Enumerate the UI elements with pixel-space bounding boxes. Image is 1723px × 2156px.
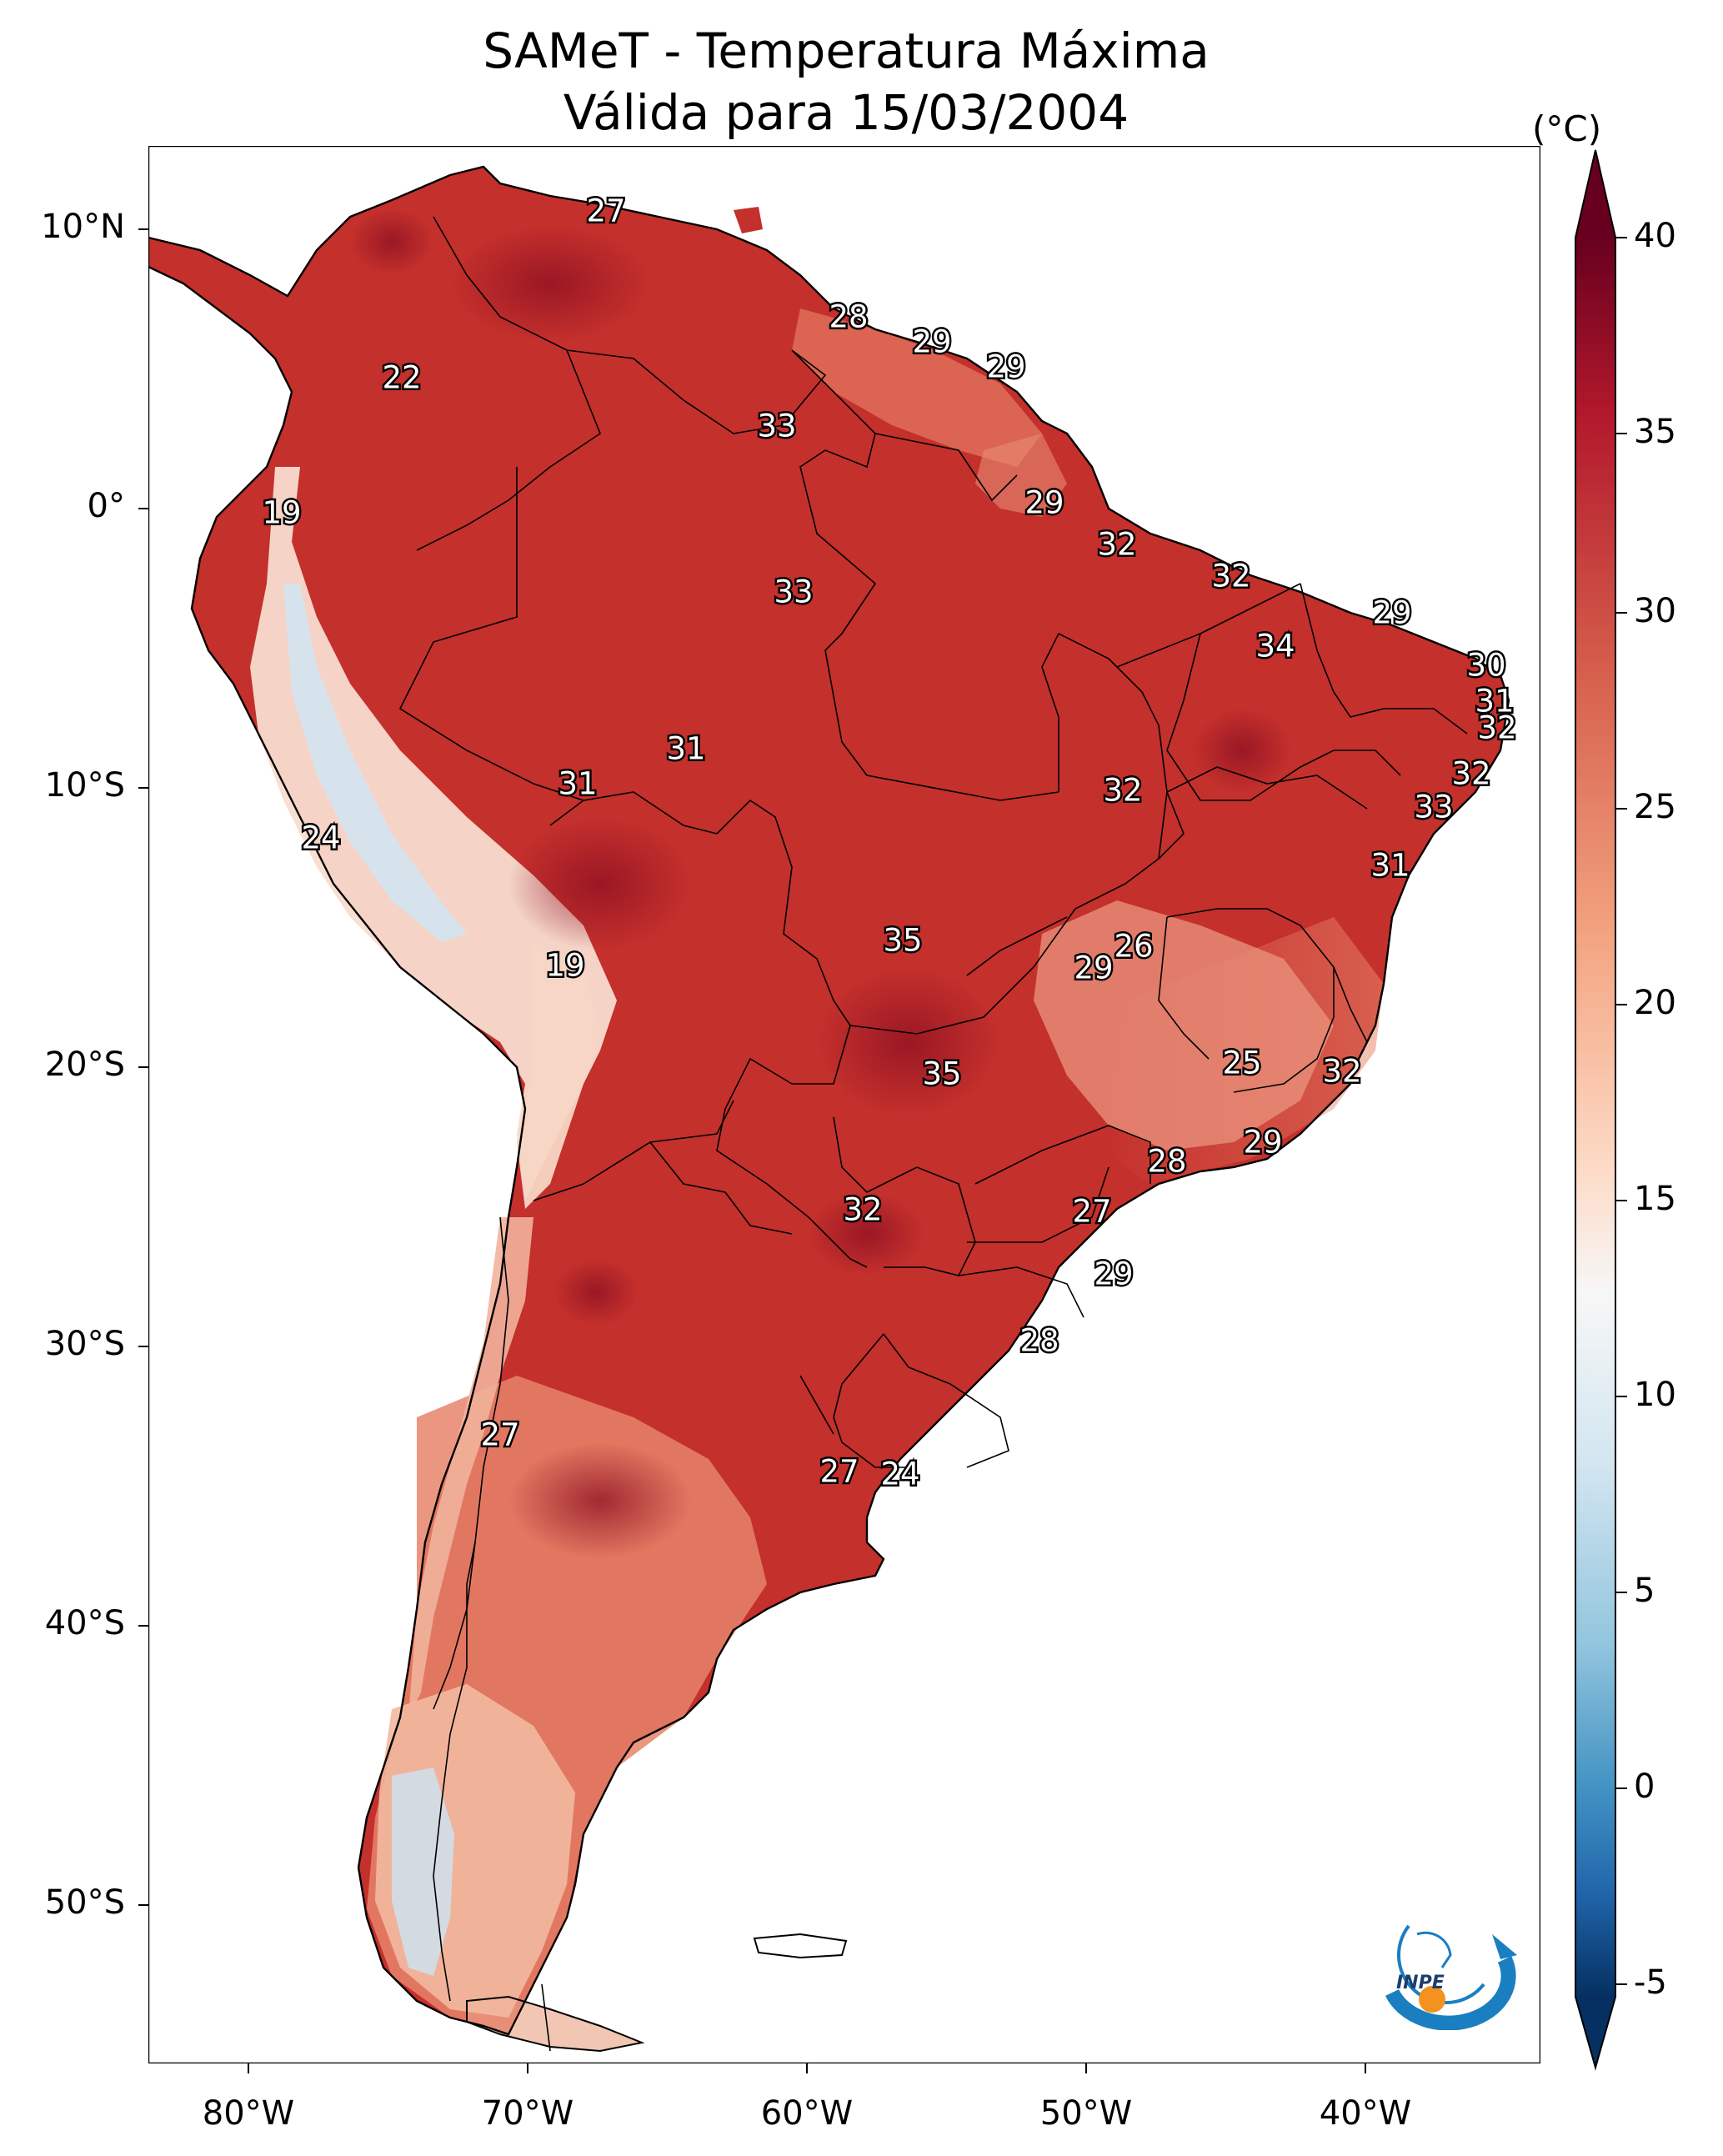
map-value-label: 32 [843, 1192, 882, 1228]
andes-cool-strip [250, 467, 617, 1201]
map-value-label: 33 [757, 409, 796, 444]
tierra-del-fuego-coast [466, 1995, 645, 2053]
map-value-label: 29 [1024, 485, 1064, 521]
map-value-labels: 2722192829293333293232342930313232333131… [260, 191, 1519, 1494]
hotspot-venezuela [450, 225, 650, 342]
colorbar-ticks [1615, 237, 1627, 1985]
map-value-label: 32 [1322, 1054, 1361, 1090]
axis-ticks [138, 228, 1366, 2073]
coastline [148, 165, 1510, 2036]
amapa-mild-zone [975, 434, 1067, 517]
colorbar-top-arrow [1575, 150, 1615, 238]
map-value-label: 19 [545, 948, 584, 984]
map-value-label: 22 [382, 360, 421, 396]
colorbar-tick-label: 35 [1634, 413, 1676, 451]
map-value-label: 32 [1097, 527, 1136, 563]
lat-label: 0° [87, 487, 125, 525]
central-andes-cool-patch [517, 942, 600, 1209]
lon-label: 50°W [1039, 2094, 1133, 2133]
title-line-2: Válida para 15/03/2004 [563, 84, 1129, 141]
lat-label: 20°S [44, 1045, 125, 1084]
lon-label: 80°W [202, 2094, 295, 2133]
title-line-1: SAMeT - Temperatura Máxima [483, 23, 1210, 79]
guiana-mild-zone [792, 308, 1042, 467]
colorbar-tick-label: 20 [1634, 984, 1676, 1022]
map-value-label: 24 [301, 820, 340, 856]
colorbar-tick-label: -5 [1634, 1963, 1667, 2002]
map-value-label: 33 [1414, 790, 1453, 825]
map-value-label: 27 [586, 193, 625, 229]
map-value-label: 29 [912, 324, 951, 360]
map-value-label: 28 [829, 299, 868, 335]
map-value-label: 32 [1103, 773, 1142, 809]
map-value-label: 29 [1372, 595, 1411, 631]
colorbar [1575, 149, 1627, 2071]
map-value-label: 25 [1222, 1045, 1261, 1081]
map-value-label: 32 [1211, 559, 1250, 594]
map-value-label: 31 [1370, 848, 1410, 884]
map-value-label: 32 [1477, 710, 1516, 746]
lat-label: 40°S [44, 1604, 125, 1642]
map-value-label: 33 [774, 574, 813, 610]
map-value-label: 29 [1074, 950, 1113, 986]
colorbar-tick-label: 5 [1634, 1572, 1655, 1610]
hotspot-chaco [809, 1192, 925, 1276]
hotspot-bolivia [508, 817, 692, 950]
map-area: 2722192829293333293232342930313232333131… [148, 146, 1540, 2063]
map-value-label: 29 [1243, 1125, 1282, 1161]
political-borders [398, 216, 1468, 2052]
map-value-label: 29 [1094, 1256, 1133, 1292]
colorbar-tick-label: 10 [1634, 1376, 1676, 1414]
map-value-label: 31 [1475, 684, 1514, 720]
map-value-label: 32 [1451, 756, 1490, 792]
lat-label: 50°S [44, 1883, 125, 1922]
andes-cold-core [283, 584, 467, 942]
map-value-label: 19 [262, 495, 301, 531]
map-value-label: 24 [880, 1457, 919, 1492]
lon-label: 40°W [1319, 2094, 1412, 2133]
map-value-label: 35 [883, 923, 922, 959]
falkland-islands [753, 1933, 848, 1959]
hotspot-mato-grosso-sul [817, 967, 1000, 1117]
map-value-label: 28 [1147, 1144, 1186, 1180]
map-value-label: 27 [1072, 1194, 1111, 1230]
map-value-label: 31 [666, 731, 705, 767]
map-value-label: 30 [1466, 648, 1505, 684]
map-value-label: 31 [558, 766, 597, 802]
map-value-label: 35 [922, 1056, 961, 1092]
hotspot-la-pampa [508, 1442, 692, 1559]
map-value-label: 27 [480, 1417, 519, 1453]
colorbar-tick-label: 25 [1634, 788, 1676, 826]
map-value-label: 34 [1255, 629, 1295, 664]
lon-label: 60°W [760, 2094, 854, 2133]
colorbar-body [1575, 238, 1615, 1997]
colorbar-tick-label: 0 [1634, 1767, 1655, 1806]
lat-label: 30°S [44, 1325, 125, 1363]
map-value-label: 29 [986, 349, 1025, 385]
hotspot-argentina-north [554, 1259, 638, 1326]
chile-andes-strip [408, 1217, 533, 1717]
inpe-logo: INPE [1385, 1924, 1517, 2030]
hotspot-bahia [1192, 709, 1292, 792]
colorbar-tick-label: 30 [1634, 592, 1676, 630]
colorbar-unit: (°C) [1532, 108, 1602, 149]
lon-label: 70°W [481, 2094, 574, 2133]
colorbar-bottom-arrow [1575, 1997, 1615, 2068]
colorbar-outline [1575, 149, 1616, 2071]
map-value-label: 27 [819, 1454, 859, 1490]
trinidad-island [734, 207, 763, 233]
logo-text: INPE [1396, 1973, 1445, 1993]
map-value-label: 26 [1114, 929, 1153, 965]
lat-label: 10°S [44, 766, 125, 805]
map-value-label: 28 [1019, 1323, 1059, 1359]
lat-label: 10°N [41, 208, 125, 246]
colorbar-tick-label: 15 [1634, 1180, 1676, 1218]
hotspot-colombia [350, 208, 433, 275]
colorbar-tick-label: 40 [1634, 217, 1676, 255]
